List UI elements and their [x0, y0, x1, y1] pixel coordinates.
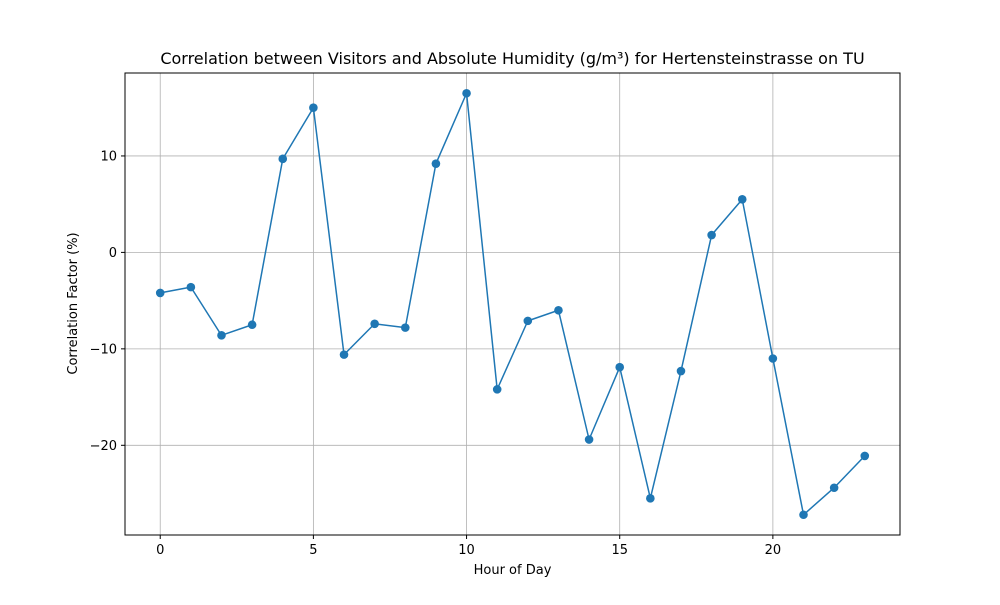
- y-tick-label: 10: [100, 149, 117, 164]
- data-point: [584, 435, 594, 444]
- y-axis-label: Correlation Factor (%): [66, 232, 81, 374]
- data-point: [462, 88, 471, 98]
- x-tick-label: 5: [309, 543, 317, 558]
- data-point: [676, 366, 686, 376]
- y-tick-label: −20: [90, 439, 117, 454]
- data-point: [492, 385, 502, 394]
- x-tick-label: 20: [765, 543, 782, 558]
- x-axis-label: Hour of Day: [474, 563, 552, 578]
- y-tick-label: −10: [90, 342, 117, 357]
- data-point: [339, 350, 349, 359]
- y-tick-label: 0: [109, 246, 117, 261]
- series-line: [160, 92, 866, 516]
- data-point: [737, 195, 747, 204]
- data-point: [278, 154, 288, 164]
- data-point: [370, 319, 379, 329]
- grid-layer: [125, 73, 900, 535]
- x-tick-label: 15: [611, 543, 628, 558]
- chart-title: Correlation between Visitors and Absolut…: [160, 49, 864, 68]
- data-point: [217, 331, 226, 340]
- data-point: [554, 305, 563, 315]
- data-point: [707, 230, 716, 240]
- data-point: [646, 494, 655, 503]
- series-layer: [155, 88, 870, 520]
- data-point: [829, 483, 839, 493]
- data-point: [400, 323, 410, 332]
- data-point: [155, 288, 165, 298]
- data-point: [247, 320, 257, 330]
- x-tick-label: 10: [458, 543, 475, 558]
- data-point: [431, 159, 441, 168]
- data-point: [523, 316, 533, 326]
- data-point: [860, 451, 870, 461]
- data-point: [768, 354, 778, 363]
- data-point: [615, 362, 625, 372]
- data-point: [799, 510, 808, 520]
- axes-layer: 0 5 10 15 20 −20 −10 0 10: [90, 72, 901, 558]
- x-tick-label: 0: [156, 543, 164, 558]
- plot-frame: [124, 72, 901, 536]
- data-point: [309, 103, 318, 113]
- data-point: [186, 282, 196, 292]
